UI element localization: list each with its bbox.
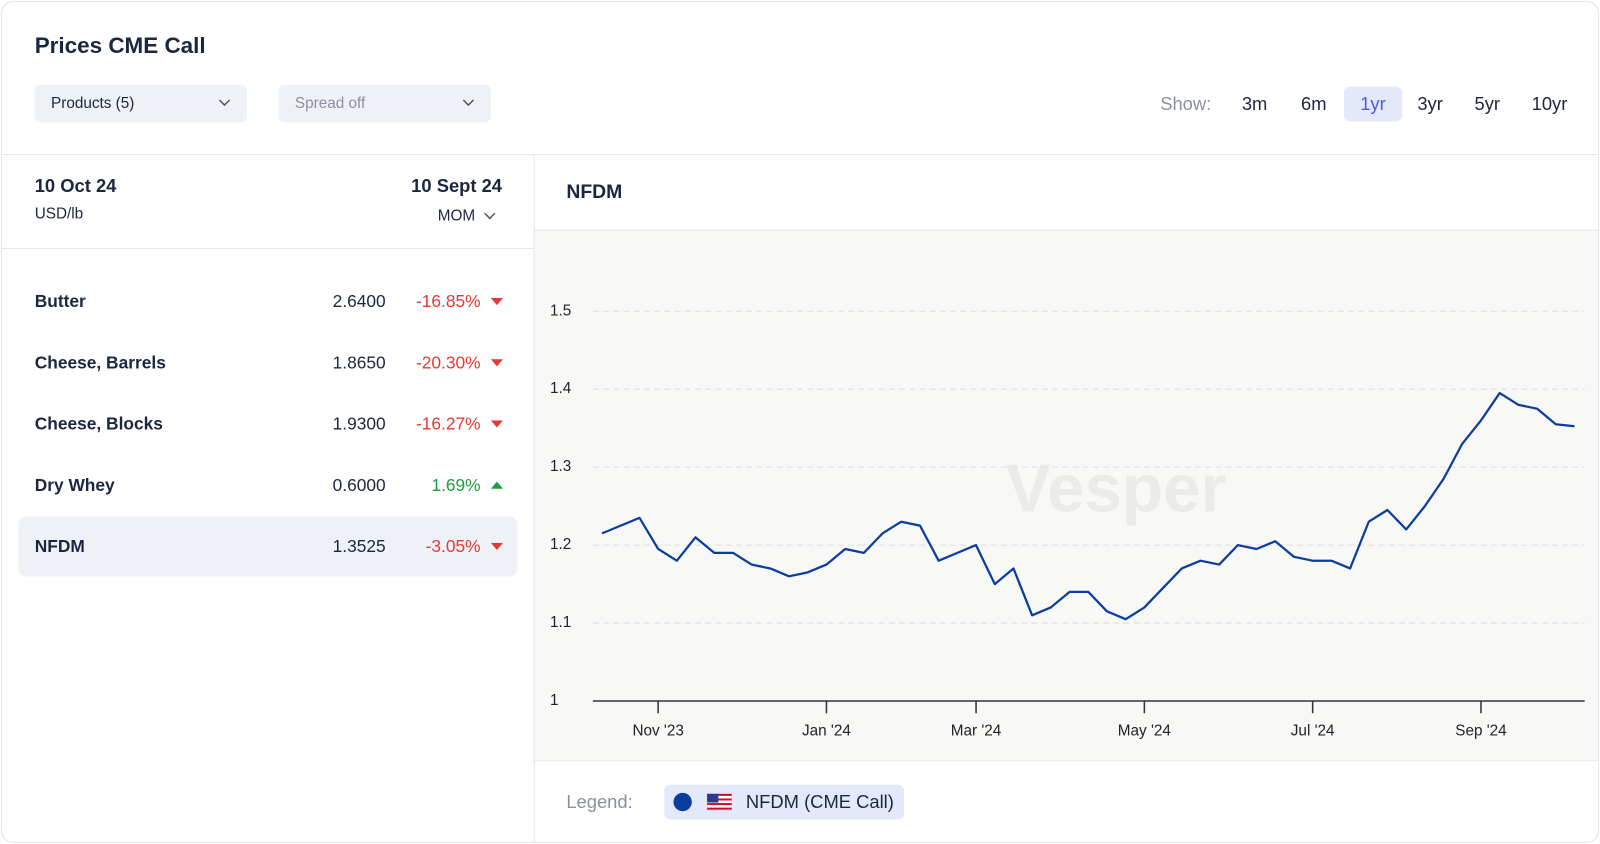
compare-date: 10 Sept 24 bbox=[411, 175, 503, 196]
range-button[interactable]: 3m bbox=[1241, 93, 1268, 115]
range-button[interactable]: 1yr bbox=[1343, 86, 1403, 122]
legend-swatch bbox=[673, 792, 692, 812]
date: 10 Oct 24 bbox=[34, 175, 117, 196]
flag-icon bbox=[706, 793, 732, 811]
price: 1.3525 bbox=[332, 536, 386, 557]
page-title: Prices CME Call bbox=[34, 32, 206, 59]
table-row[interactable]: Cheese, Blocks 1.9300 -16.27% bbox=[18, 394, 517, 454]
dropdown-label: Spread off bbox=[294, 94, 366, 113]
dropdown-label: Products (5) bbox=[51, 94, 135, 113]
x-tick-label: May '24 bbox=[1118, 723, 1172, 740]
chevron bbox=[483, 212, 496, 220]
table-row[interactable]: Cheese, Barrels 1.8650 -20.30% bbox=[18, 333, 517, 393]
table-row[interactable]: NFDM 1.3525 -3.05% bbox=[18, 516, 518, 577]
y-tick-label: 1.5 bbox=[550, 302, 571, 319]
chevron bbox=[218, 99, 231, 107]
product-name: Cheese, Barrels bbox=[34, 353, 166, 373]
down-arrow bbox=[490, 542, 504, 550]
chart-bg: Vesper 1 1.1 1.2 1.3 1.4 1.5 Nov '23 Jan '24 Mar… bbox=[534, 230, 1598, 761]
x-tick-label: Sep '24 bbox=[1455, 723, 1507, 740]
legend-entry[interactable]: NFDM (CME Call) bbox=[664, 784, 905, 820]
y-tick-label: 1.1 bbox=[550, 614, 571, 631]
price: 1.9300 bbox=[332, 414, 386, 434]
change: -16.27% bbox=[415, 414, 481, 434]
change: -3.05% bbox=[425, 536, 481, 557]
show-label: Show: bbox=[1160, 93, 1212, 115]
change: 1.69% bbox=[431, 475, 481, 495]
product-name: Butter bbox=[34, 291, 86, 312]
y-tick-label: 1.3 bbox=[550, 458, 571, 475]
products-dropdown[interactable]: Products (5) bbox=[34, 84, 247, 123]
x-tick-label: Jul '24 bbox=[1291, 723, 1335, 740]
legend-text: NFDM (CME Call) bbox=[745, 791, 894, 813]
down-arrow bbox=[490, 359, 504, 367]
change: -20.30% bbox=[415, 353, 481, 373]
mode-label: MOM bbox=[437, 207, 476, 225]
down-arrow bbox=[490, 420, 504, 428]
compare-mode[interactable]: MOM bbox=[438, 207, 496, 224]
table-row[interactable]: Butter 2.6400 -16.85% bbox=[18, 271, 517, 331]
x-tick-label: Jan '24 bbox=[802, 723, 851, 740]
y-tick-label: 1 bbox=[550, 692, 559, 709]
product-name: Dry Whey bbox=[34, 475, 115, 495]
chart: Vesper 1 1.1 1.2 1.3 1.4 1.5 Nov '23 Jan '24 Mar… bbox=[550, 302, 1585, 740]
y-tick-label: 1.4 bbox=[550, 380, 572, 397]
range-button[interactable]: 10yr bbox=[1531, 93, 1568, 115]
divider bbox=[2, 154, 1598, 156]
legend-icons bbox=[673, 792, 732, 812]
divider bbox=[533, 760, 1598, 762]
watermark: Vesper bbox=[1006, 452, 1227, 527]
price: 2.6400 bbox=[332, 291, 386, 312]
chevron bbox=[462, 99, 475, 107]
range-button[interactable]: 6m bbox=[1301, 93, 1327, 115]
divider bbox=[2, 247, 534, 249]
divider bbox=[533, 154, 535, 842]
range-button[interactable]: 5yr bbox=[1474, 93, 1501, 115]
table-row[interactable]: Dry Whey 0.6000 1.69% bbox=[18, 455, 517, 515]
chart-title: NFDM bbox=[566, 181, 623, 204]
spread-dropdown[interactable]: Spread off bbox=[278, 84, 491, 123]
change: -16.85% bbox=[415, 291, 481, 312]
divider bbox=[533, 229, 1598, 231]
y-tick-label: 1.2 bbox=[550, 536, 571, 553]
up-arrow bbox=[490, 481, 504, 489]
down-arrow bbox=[490, 297, 504, 306]
legend-label: Legend: bbox=[566, 791, 633, 813]
product-name: Cheese, Blocks bbox=[34, 414, 163, 434]
unit: USD/lb bbox=[34, 205, 84, 223]
price: 1.8650 bbox=[332, 353, 386, 373]
price: 0.6000 bbox=[332, 475, 386, 495]
range-button[interactable]: 3yr bbox=[1417, 93, 1443, 115]
x-tick-label: Nov '23 bbox=[632, 723, 683, 740]
product-name: NFDM bbox=[34, 536, 85, 557]
x-tick-label: Mar '24 bbox=[951, 723, 1002, 740]
line bbox=[601, 391, 1575, 621]
